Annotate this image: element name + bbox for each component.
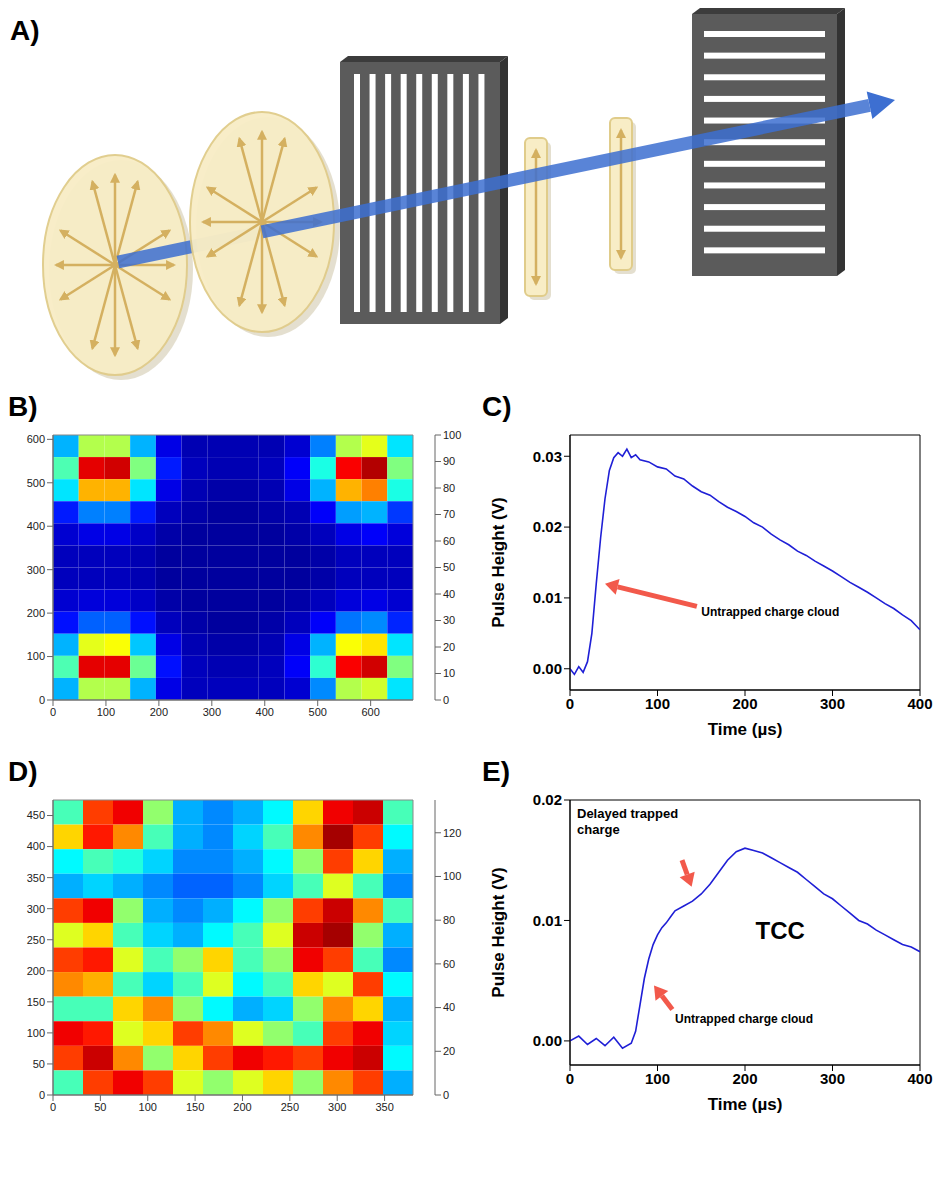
svg-text:60: 60 — [443, 535, 455, 547]
svg-text:150: 150 — [186, 1101, 204, 1113]
svg-text:70: 70 — [443, 508, 455, 520]
html-text:E): E) — [482, 756, 510, 787]
svg-text:0: 0 — [566, 1070, 574, 1087]
svg-text:0.00: 0.00 — [533, 1032, 562, 1049]
svg-text:0.03: 0.03 — [533, 448, 562, 465]
svg-text:200: 200 — [732, 695, 757, 712]
svg-text:40: 40 — [443, 1001, 455, 1013]
svg-text:250: 250 — [27, 934, 45, 946]
html-text:C): C) — [482, 391, 512, 422]
svg-text:90: 90 — [443, 455, 455, 467]
svg-text:0.02: 0.02 — [533, 518, 562, 535]
svg-text:400: 400 — [27, 520, 45, 532]
svg-text:500: 500 — [309, 706, 327, 718]
svg-text:600: 600 — [27, 433, 45, 445]
svg-text:0.02: 0.02 — [533, 791, 562, 808]
svg-text:50: 50 — [33, 1058, 45, 1070]
svg-text:200: 200 — [27, 607, 45, 619]
svg-text:400: 400 — [907, 1070, 932, 1087]
html-text:B): B) — [8, 391, 38, 422]
svg-text:20: 20 — [443, 1045, 455, 1057]
svg-text:60: 60 — [443, 958, 455, 970]
svg-text:0: 0 — [39, 694, 45, 706]
svg-text:40: 40 — [443, 588, 455, 600]
svg-text:500: 500 — [27, 477, 45, 489]
svg-text:200: 200 — [150, 706, 168, 718]
svg-text:150: 150 — [27, 996, 45, 1008]
svg-text:Time (µs): Time (µs) — [708, 1095, 783, 1114]
svg-text:450: 450 — [27, 809, 45, 821]
svg-text:0: 0 — [39, 1089, 45, 1101]
svg-text:400: 400 — [256, 706, 274, 718]
svg-text:Pulse Height (V): Pulse Height (V) — [489, 497, 508, 627]
svg-text:350: 350 — [27, 872, 45, 884]
svg-text:300: 300 — [820, 1070, 845, 1087]
svg-text:100: 100 — [443, 870, 461, 882]
svg-text:200: 200 — [27, 965, 45, 977]
svg-text:80: 80 — [443, 482, 455, 494]
svg-text:100: 100 — [645, 695, 670, 712]
svg-text:0.01: 0.01 — [533, 589, 562, 606]
svg-text:0: 0 — [443, 1089, 449, 1101]
svg-text:0: 0 — [50, 706, 56, 718]
svg-text:20: 20 — [443, 641, 455, 653]
svg-text:300: 300 — [27, 564, 45, 576]
svg-text:Untrapped charge cloud: Untrapped charge cloud — [701, 605, 839, 619]
html-text:D): D) — [8, 756, 38, 787]
svg-text:TCC: TCC — [756, 917, 805, 944]
svg-text:100: 100 — [443, 429, 461, 441]
svg-text:120: 120 — [443, 827, 461, 839]
svg-text:600: 600 — [361, 706, 379, 718]
svg-text:100: 100 — [27, 1027, 45, 1039]
svg-text:Untrapped charge cloud: Untrapped charge cloud — [675, 1012, 813, 1026]
svg-text:100: 100 — [139, 1101, 157, 1113]
svg-text:0: 0 — [50, 1101, 56, 1113]
svg-text:Delayed trapped: Delayed trapped — [577, 806, 678, 821]
svg-text:0: 0 — [443, 694, 449, 706]
svg-text:350: 350 — [375, 1101, 393, 1113]
svg-text:100: 100 — [97, 706, 115, 718]
svg-text:300: 300 — [820, 695, 845, 712]
svg-text:100: 100 — [645, 1070, 670, 1087]
svg-text:50: 50 — [94, 1101, 106, 1113]
svg-text:300: 300 — [328, 1101, 346, 1113]
svg-text:300: 300 — [27, 903, 45, 915]
svg-text:400: 400 — [27, 840, 45, 852]
svg-text:Time (µs): Time (µs) — [708, 720, 783, 739]
svg-text:0.01: 0.01 — [533, 912, 562, 929]
svg-text:30: 30 — [443, 614, 455, 626]
svg-text:50: 50 — [443, 561, 455, 573]
svg-text:0.00: 0.00 — [533, 660, 562, 677]
svg-text:Pulse Height (V): Pulse Height (V) — [489, 867, 508, 997]
svg-text:400: 400 — [907, 695, 932, 712]
svg-text:250: 250 — [281, 1101, 299, 1113]
svg-text:A): A) — [10, 15, 40, 46]
svg-text:0: 0 — [566, 695, 574, 712]
svg-text:200: 200 — [233, 1101, 251, 1113]
svg-text:charge: charge — [577, 822, 620, 837]
svg-text:200: 200 — [732, 1070, 757, 1087]
svg-text:80: 80 — [443, 914, 455, 926]
svg-text:10: 10 — [443, 667, 455, 679]
svg-text:100: 100 — [27, 650, 45, 662]
svg-text:300: 300 — [203, 706, 221, 718]
